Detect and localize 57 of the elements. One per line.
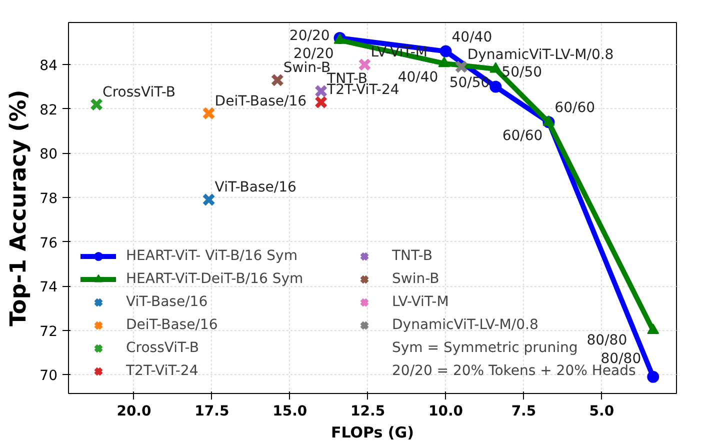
point (202, 193, 216, 206)
y-tick-label: 74 (40, 280, 58, 296)
y-tick-label: 70 (40, 368, 58, 384)
point (542, 115, 555, 126)
legend-label: DeiT-Base/16 (126, 317, 218, 333)
y-tick-label: 76 (40, 235, 58, 252)
data-label: 40/40 (452, 29, 492, 46)
legend-label: ViT-Base/16 (126, 294, 208, 310)
x-tick-label: 7.5 (511, 404, 536, 420)
point (314, 84, 328, 98)
x-axis-title: FLOPs (G) (331, 424, 414, 442)
text: ViT-Base/16 (214, 180, 296, 196)
y-tick-label: 82 (40, 102, 58, 118)
point (490, 80, 502, 93)
data-label: 50/50 (502, 64, 542, 81)
text: DeiT-Base/16 (214, 93, 307, 110)
y-tick-label: 80 (40, 146, 58, 163)
point (438, 56, 450, 68)
x-tick-label: 15.0 (272, 404, 308, 420)
legend-label: LV-ViT-M (392, 294, 449, 310)
data-label: 60/60 (502, 128, 543, 144)
y-tick-label: 78 (40, 190, 58, 207)
y-axis-title: Top-1 Accuracy (%) (6, 90, 32, 326)
data-label: 50/50 (449, 75, 490, 92)
point (440, 45, 452, 58)
y-tick-label: 84 (40, 58, 58, 74)
point (647, 370, 660, 383)
point (358, 58, 372, 72)
point (270, 73, 284, 87)
legend-label: HEART-ViT- ViT-B/16 Sym (126, 248, 298, 264)
data-label: 20/20 (289, 28, 330, 44)
point (90, 98, 104, 112)
point (490, 62, 502, 73)
annotation: 20/20 = 20% Tokens + 20% Heads (392, 363, 636, 379)
data-label: 60/60 (554, 100, 596, 116)
data-label: 20/20 (293, 46, 334, 62)
y-tick-label: 72 (40, 324, 58, 340)
legend-label: CrossViT-B (126, 340, 199, 356)
point (647, 324, 660, 334)
point (314, 96, 328, 109)
legend-label: HEART-ViT-DeiT-B/16 Sym (126, 271, 304, 287)
point (454, 60, 468, 74)
data-label: 80/80 (586, 332, 628, 348)
x-tick-label: 12.5 (350, 404, 386, 420)
legend-label: Swin-B (392, 271, 440, 287)
legend-label: TNT-B (392, 248, 432, 264)
legend-label: T2T-ViT-24 (126, 363, 198, 379)
point (202, 106, 216, 120)
legend-label: DynamicViT-LV-M/0.8 (392, 317, 538, 333)
x-tick-label: 20.0 (116, 404, 152, 420)
x-tick-label: 10.0 (428, 404, 464, 420)
annotation: Sym = Symmetric pruning (392, 340, 578, 356)
data-label: 40/40 (398, 69, 438, 86)
text: CrossViT-B (102, 84, 176, 100)
x-tick-label: 17.5 (194, 404, 230, 420)
text: DynamicViT-LV-M/0.8 (467, 46, 614, 63)
x-tick-label: 5.0 (589, 404, 614, 420)
